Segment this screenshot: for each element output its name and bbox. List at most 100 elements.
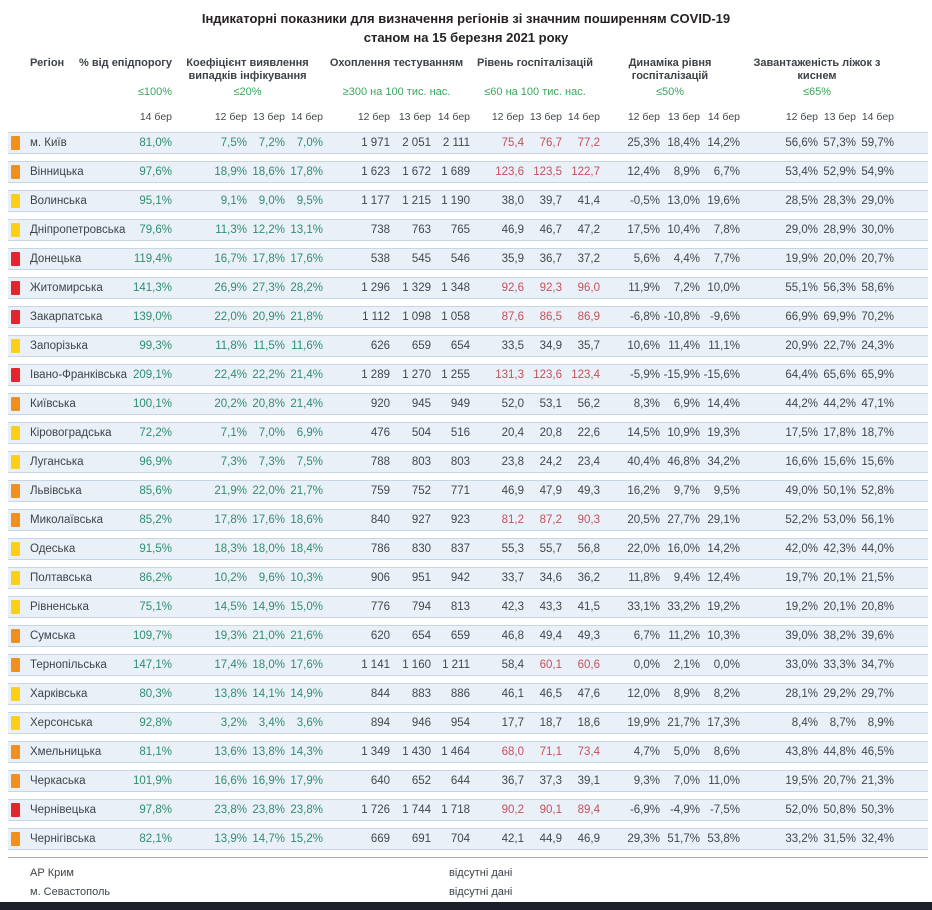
beds-value-2: 20,1% [823,601,856,613]
hosp-value-2: 24,2 [539,456,562,468]
table-row: Вінницька 97,6% 18,9% 18,6% 17,8% 1 623 … [8,161,928,183]
dyn-value-2: 33,2% [667,601,700,613]
coef-value-1: 22,4% [214,369,247,381]
region-name: Хмельницька [30,746,102,758]
epid-value: 119,4% [133,253,172,265]
hosp-value-2: 123,6 [533,369,562,381]
coef-value-1: 13,9% [214,833,247,845]
table-body: м. Київ 81,0% 7,5% 7,2% 7,0% 1 971 2 051… [0,132,932,850]
column-label-coef: Коефіцієнт виявлення випадків інфікуванн… [186,57,309,82]
date-coef-2: 13 бер [252,111,285,123]
coef-value-2: 17,8% [252,253,285,265]
dyn-value-2: 6,9% [673,398,700,410]
dyn-value-1: 16,2% [627,485,660,497]
coef-value-3: 18,6% [290,514,323,526]
dyn-value-3: 10,0% [707,282,740,294]
test-value-2: 794 [411,601,431,613]
test-value-1: 1 141 [361,659,390,671]
test-value-1: 906 [370,572,390,584]
region-name: Полтавська [30,572,93,584]
dyn-value-2: 51,7% [667,833,700,845]
bottom-bar [0,902,932,910]
region-status-marker [11,252,20,266]
hosp-value-1: 75,4 [501,137,524,149]
coef-value-1: 7,3% [220,456,247,468]
date-coef-1: 12 бер [214,111,247,123]
epid-value: 101,9% [132,775,172,787]
date-dyn-1: 12 бер [627,111,660,123]
beds-value-1: 52,2% [785,514,818,526]
footer-region-name: м. Севастополь [30,885,111,898]
beds-value-3: 15,6% [861,456,894,468]
coef-value-2: 14,7% [252,833,285,845]
column-label-test: Охоплення тестуванням [329,57,464,69]
dyn-value-2: 27,7% [667,514,700,526]
test-value-3: 659 [450,630,470,642]
test-value-1: 1 296 [361,282,390,294]
date-beds-3: 14 бер [861,111,894,123]
region-name: Кіровоградська [30,427,112,439]
coef-value-2: 22,2% [252,369,285,381]
hosp-value-3: 49,3 [577,630,600,642]
hosp-value-3: 22,6 [577,427,600,439]
region-name: Донецька [30,253,82,265]
hosp-value-3: 41,5 [577,601,600,613]
test-value-3: 516 [450,427,470,439]
coef-value-3: 14,3% [290,746,323,758]
date-beds-2: 13 бер [823,111,856,123]
coef-value-3: 21,7% [290,485,323,497]
dyn-value-1: 11,9% [628,282,660,294]
threshold-beds: ≤65% [802,86,832,98]
coef-value-3: 23,8% [290,804,323,816]
beds-value-1: 16,6% [785,456,818,468]
beds-value-1: 64,4% [785,369,818,381]
dyn-value-2: 10,4% [667,224,700,236]
dyn-value-2: 11,2% [668,630,700,642]
footer-row-crimea: АР Крим відсутні дані [8,863,928,882]
table-header: Регіон % від епідпорогу Коефіцієнт виявл… [8,57,928,123]
report-title-line2: станом на 15 березня 2021 року [363,30,569,45]
test-value-1: 840 [370,514,390,526]
table-row: Миколаївська 85,2% 17,8% 17,6% 18,6% 840… [8,509,928,531]
coef-value-2: 16,9% [252,775,285,787]
dyn-value-2: 10,9% [667,427,700,439]
coef-value-2: 7,0% [258,427,285,439]
dyn-value-3: 19,3% [707,427,740,439]
epid-value: 147,1% [132,659,172,671]
hosp-value-1: 58,4 [501,659,524,671]
coef-value-1: 20,2% [214,398,247,410]
beds-value-3: 44,0% [861,543,894,555]
coef-value-3: 21,8% [290,311,323,323]
threshold-test: ≥300 на 100 тис. нас. [342,86,451,98]
beds-value-1: 44,2% [785,398,818,410]
test-value-3: 803 [450,456,470,468]
dyn-value-1: 33,1% [627,601,660,613]
hosp-value-2: 44,9 [539,833,562,845]
beds-value-1: 33,2% [785,833,818,845]
dyn-value-3: -15,6% [703,369,740,381]
beds-value-1: 19,5% [785,775,818,787]
coef-value-1: 11,3% [215,224,247,236]
dyn-value-1: 19,9% [627,717,660,729]
hosp-value-1: 87,6 [501,311,524,323]
region-status-marker [11,426,20,440]
region-name: Дніпропетровська [30,224,126,236]
dyn-value-1: 6,7% [633,630,660,642]
threshold-dyn: ≤50% [655,86,685,98]
test-value-1: 894 [370,717,390,729]
footer-no-data-note: відсутні дані [449,885,513,898]
test-value-2: 927 [411,514,431,526]
test-value-1: 476 [370,427,390,439]
beds-value-3: 58,6% [861,282,894,294]
epid-value: 99,3% [139,340,172,352]
table-row: Харківська 80,3% 13,8% 14,1% 14,9% 844 8… [8,683,928,705]
table-row: Львівська 85,6% 21,9% 22,0% 21,7% 759 75… [8,480,928,502]
test-value-2: 652 [411,775,431,787]
dyn-value-1: -5,9% [629,369,660,381]
beds-value-3: 30,0% [861,224,894,236]
region-status-marker [11,803,20,817]
dyn-value-2: 2,1% [673,659,700,671]
table-row: Чернігівська 82,1% 13,9% 14,7% 15,2% 669… [8,828,928,850]
coef-value-2: 3,4% [258,717,285,729]
